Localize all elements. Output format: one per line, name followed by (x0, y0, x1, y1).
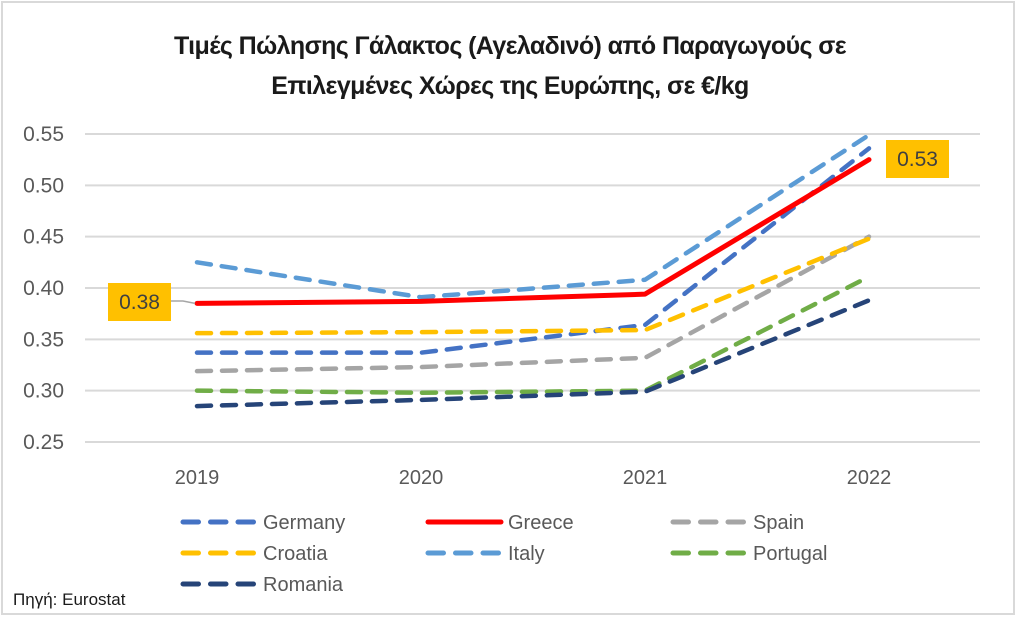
x-tick-label: 2020 (399, 467, 444, 489)
legend-label: Greece (508, 512, 574, 534)
callout-label: 0.53 (897, 148, 938, 171)
legend-label: Portugal (753, 543, 828, 565)
callout-label: 0.38 (119, 291, 160, 314)
y-tick-label: 0.35 (23, 328, 64, 351)
y-tick-label: 0.30 (23, 380, 64, 403)
series-line-greece (194, 157, 872, 306)
chart-title-line-1: Τιμές Πώλησης Γάλακτος (Αγελαδινό) από Π… (173, 32, 847, 60)
x-tick-label: 2021 (623, 467, 668, 489)
source-note: Πηγή: Eurostat (13, 590, 126, 609)
x-tick-label: 2022 (847, 467, 892, 489)
y-tick-label: 0.25 (23, 431, 64, 454)
legend-label: Germany (263, 512, 345, 534)
series-line-spain (194, 234, 872, 374)
legend-item-croatia: Croatia (180, 543, 328, 565)
legend-label: Croatia (263, 543, 328, 565)
legend-item-italy: Italy (425, 543, 545, 565)
legend-item-romania: Romania (180, 574, 344, 596)
chart-title-line-2: Επιλεγμένες Χώρες της Ευρώπης, σε €/kg (271, 72, 749, 100)
callout-box (886, 140, 949, 178)
y-tick-label: 0.50 (23, 174, 64, 197)
series-line-italy (194, 132, 872, 300)
data-label-callouts: 0.38 0.53 (108, 140, 949, 321)
legend-label: Romania (263, 574, 344, 596)
series-line-germany (194, 146, 872, 355)
callout-box (108, 283, 171, 321)
y-tick-label: 0.55 (23, 123, 64, 146)
legend-label: Spain (753, 512, 804, 534)
x-axis-ticks: 2019 2020 2021 2022 (175, 467, 892, 489)
legend-label: Italy (508, 543, 545, 565)
legend-item-germany: Germany (180, 512, 345, 534)
legend-item-greece: Greece (425, 512, 574, 534)
y-axis-ticks: 0.25 0.30 0.35 0.40 0.45 0.50 0.55 (23, 123, 64, 454)
x-tick-label: 2019 (175, 467, 220, 489)
series-line-croatia (194, 236, 872, 336)
series-line-portugal (194, 274, 872, 395)
callout-leader-line (171, 300, 196, 305)
y-tick-label: 0.40 (23, 277, 64, 300)
legend-item-portugal: Portugal (670, 543, 828, 565)
legend-item-spain: Spain (670, 512, 804, 534)
legend: Germany Greece Spain Croatia Italy Portugal Ro… (180, 512, 828, 596)
series-line-romania (194, 298, 872, 409)
chart-title: Τιμές Πώλησης Γάλακτος (Αγελαδινό) από Π… (0, 26, 1020, 106)
y-tick-label: 0.45 (23, 226, 64, 249)
series-lines (194, 132, 872, 409)
